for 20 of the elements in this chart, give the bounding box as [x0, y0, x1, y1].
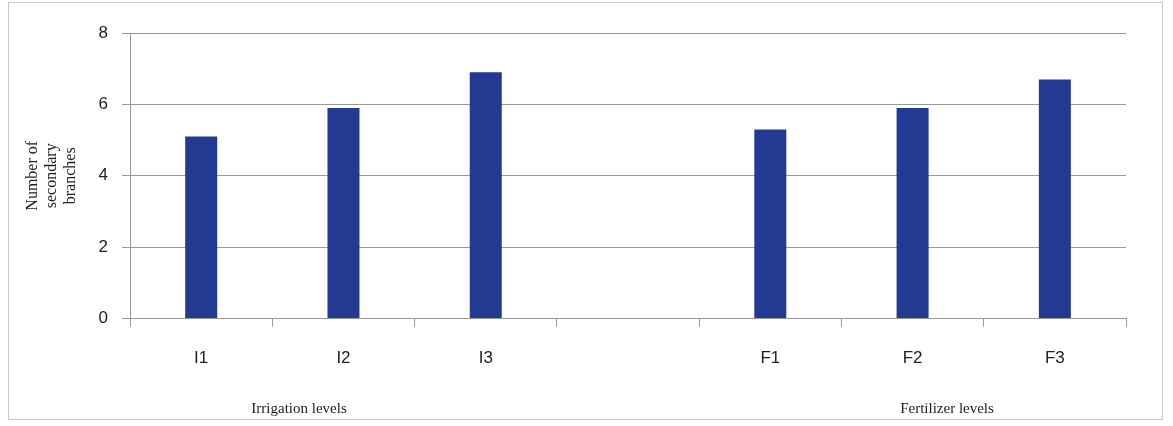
x-tick-label: F2 [902, 348, 923, 368]
bar [185, 136, 218, 319]
text: Irrigation levels [251, 400, 347, 416]
bar [469, 72, 502, 319]
bar [896, 107, 929, 319]
y-tick-label: 0 [98, 308, 109, 328]
y-tick-label: 4 [98, 165, 109, 185]
x-tick-label: I1 [194, 348, 209, 368]
x-tick-label: I2 [336, 348, 351, 368]
y-axis-title: Number of secondary branches [22, 140, 79, 211]
x-tick-label: F1 [760, 348, 781, 368]
bar [1038, 79, 1071, 319]
y-tick-label: 8 [98, 22, 109, 42]
x-tick-label: F3 [1044, 348, 1065, 368]
y-tick-label: 2 [98, 236, 109, 256]
bar [754, 129, 787, 319]
bar [327, 107, 360, 319]
y-tick-label: 6 [98, 94, 109, 114]
x-tick-label: I3 [478, 348, 493, 368]
text: Fertilizer levels [900, 400, 995, 416]
